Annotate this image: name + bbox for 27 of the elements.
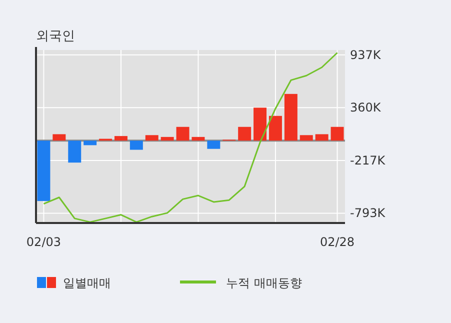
- bar: [84, 140, 97, 146]
- bar: [315, 134, 328, 141]
- bar: [160, 136, 174, 141]
- bar: [238, 126, 252, 141]
- y-tick-label: -217K: [350, 153, 386, 168]
- y-tick-label: -793K: [350, 206, 386, 220]
- bar: [145, 135, 158, 141]
- bar: [130, 140, 143, 150]
- bar: [68, 140, 82, 163]
- x-tick-label: 02/03: [26, 235, 62, 249]
- bar: [37, 140, 50, 202]
- y-tick-label: 937K: [350, 48, 382, 62]
- bar: [268, 116, 282, 141]
- y-tick-label: 360K: [350, 100, 382, 115]
- bar: [300, 135, 313, 141]
- bar: [330, 126, 344, 141]
- legend-label: 누적 매매동향: [226, 276, 302, 290]
- bar: [192, 136, 205, 141]
- x-tick-label: 02/28: [320, 235, 355, 249]
- chart-title: 외국인: [36, 29, 75, 44]
- bar: [284, 94, 298, 141]
- bar: [176, 126, 190, 141]
- bar: [207, 140, 220, 149]
- legend-label: 일별매매: [63, 276, 111, 290]
- bar: [114, 136, 128, 141]
- bar: [254, 108, 267, 141]
- bar: [52, 134, 66, 141]
